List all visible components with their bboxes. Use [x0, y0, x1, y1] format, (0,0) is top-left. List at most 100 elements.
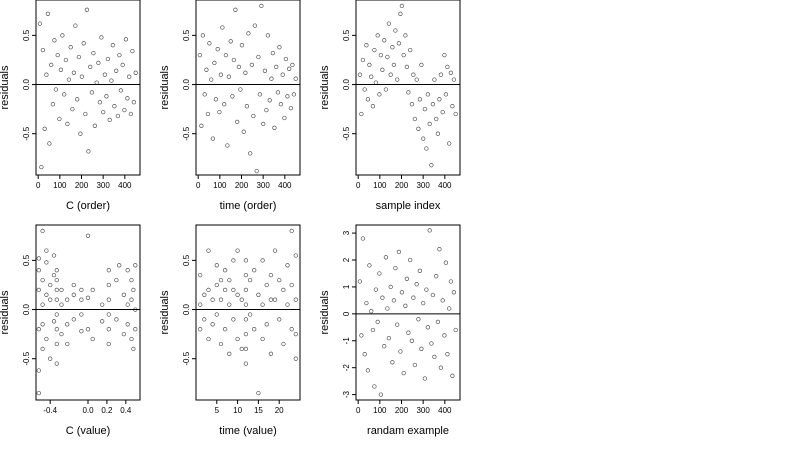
- data-point: [125, 268, 130, 273]
- x-tick-label: 0.0: [82, 406, 94, 415]
- data-point: [243, 317, 249, 322]
- data-point: [280, 72, 285, 77]
- data-point: [57, 116, 62, 122]
- data-point: [215, 47, 220, 52]
- data-point: [396, 249, 402, 255]
- x-tick-label: 200: [395, 406, 409, 415]
- data-point: [427, 228, 432, 233]
- data-point: [40, 47, 46, 53]
- data-point: [448, 279, 454, 284]
- data-point: [264, 282, 269, 288]
- y-tick-label: 0.5: [22, 254, 31, 266]
- data-point: [107, 117, 112, 123]
- data-point: [227, 277, 232, 283]
- x-tick-label: 0.2: [101, 406, 113, 415]
- data-point: [293, 331, 298, 337]
- data-point: [395, 77, 400, 82]
- data-point: [401, 370, 406, 376]
- data-point: [375, 33, 380, 38]
- data-point: [54, 341, 59, 347]
- data-point: [262, 68, 268, 73]
- y-axis-label: residuals: [0, 65, 11, 110]
- data-point: [257, 92, 263, 97]
- data-point: [391, 298, 397, 303]
- data-point: [222, 102, 227, 107]
- data-point: [110, 43, 116, 48]
- data-point: [260, 258, 265, 263]
- data-point: [85, 327, 91, 332]
- y-tick-label: 0.0: [342, 78, 351, 90]
- data-point: [435, 319, 441, 325]
- data-point: [429, 341, 434, 346]
- data-point: [277, 45, 282, 50]
- x-tick-label: 0.4: [120, 406, 132, 415]
- data-point: [99, 35, 104, 40]
- data-point: [399, 3, 405, 9]
- data-point: [102, 72, 108, 77]
- data-point: [252, 327, 257, 332]
- x-axis-label: sample index: [376, 200, 441, 212]
- data-point: [235, 119, 240, 125]
- data-point: [130, 48, 135, 54]
- scatter-panel: 0 100 200 300 400 -0.5 0.0 0.5 time (order) resid…: [159, 0, 301, 212]
- data-point: [227, 302, 232, 307]
- data-point: [450, 104, 455, 109]
- data-point: [272, 297, 278, 302]
- data-point: [256, 54, 261, 60]
- data-point: [244, 104, 250, 109]
- data-point: [85, 233, 91, 238]
- data-point: [40, 322, 45, 327]
- data-point: [231, 57, 237, 63]
- data-point: [106, 312, 111, 317]
- data-point: [54, 277, 59, 283]
- data-point: [213, 97, 219, 102]
- data-point: [133, 327, 138, 332]
- data-point: [435, 131, 441, 136]
- data-point: [409, 102, 415, 107]
- x-tick-label: 10: [233, 406, 242, 415]
- data-point: [88, 64, 93, 70]
- data-point: [365, 97, 371, 102]
- data-point: [409, 338, 415, 343]
- data-point: [261, 121, 266, 127]
- data-point: [404, 64, 410, 70]
- data-point: [434, 116, 439, 122]
- y-tick-label: -0.5: [182, 126, 191, 140]
- x-tick-label: 0: [356, 181, 361, 190]
- data-point: [419, 62, 424, 68]
- x-tick-label: 200: [235, 181, 249, 190]
- data-point: [131, 346, 136, 352]
- data-point: [268, 297, 274, 302]
- data-point: [437, 97, 442, 102]
- data-point: [264, 322, 269, 327]
- data-point: [210, 322, 215, 327]
- data-point: [247, 312, 253, 317]
- data-point: [217, 109, 222, 115]
- data-point: [285, 94, 290, 99]
- data-point: [362, 352, 367, 357]
- data-point: [385, 306, 390, 311]
- data-point: [377, 271, 382, 276]
- data-point: [197, 52, 203, 58]
- data-point: [48, 356, 53, 361]
- data-point: [44, 336, 49, 342]
- data-point: [206, 287, 211, 293]
- data-point: [106, 268, 111, 273]
- data-point: [52, 38, 57, 43]
- data-point: [210, 297, 215, 302]
- data-point: [243, 258, 249, 263]
- data-point: [272, 248, 278, 253]
- data-point: [76, 54, 82, 60]
- data-point: [291, 92, 297, 97]
- data-point: [79, 287, 84, 293]
- data-point: [63, 57, 69, 63]
- data-point: [451, 77, 457, 82]
- data-point: [364, 43, 369, 48]
- data-point: [220, 25, 225, 30]
- data-point: [225, 143, 230, 148]
- data-point: [109, 78, 114, 83]
- data-point: [442, 333, 447, 338]
- scatter-panel: 5 10 15 20 -0.5 0.0 0.5 time (value) residuals: [159, 224, 301, 437]
- data-point: [401, 52, 406, 58]
- x-tick-label: -0.4: [43, 406, 57, 415]
